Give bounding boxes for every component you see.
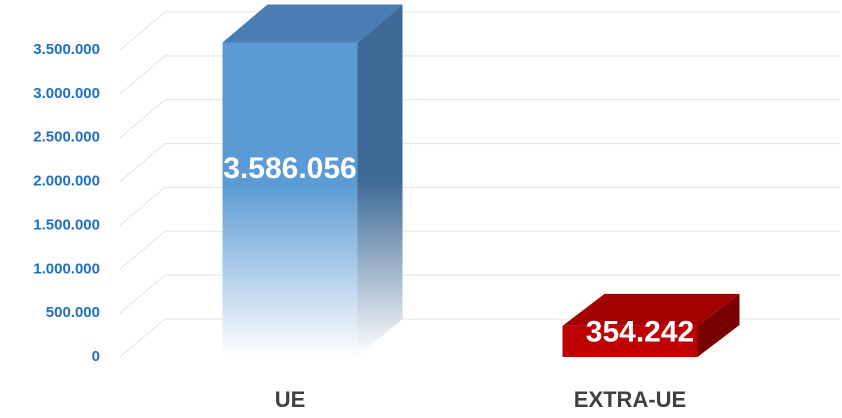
grid-line [119, 143, 166, 182]
y-tick-label: 1.000.000 [33, 260, 100, 277]
bar [562, 325, 698, 357]
grid-line [119, 318, 166, 358]
y-tick-label: 2.500.000 [33, 129, 100, 146]
grid-line [119, 187, 166, 226]
bar-top [562, 293, 740, 326]
x-tick-label: UE [275, 387, 306, 412]
grid-line [119, 230, 166, 270]
x-tick-label: EXTRA-UE [574, 387, 686, 412]
y-tick-label: 2.000.000 [33, 173, 100, 190]
y-tick-label: 500.000 [46, 304, 100, 321]
bar-side [697, 293, 740, 357]
value-label: 3.586.056 [223, 152, 356, 185]
bar-top [222, 4, 403, 43]
y-tick-label: 3.500.000 [33, 41, 100, 58]
grid-line [119, 99, 166, 139]
grid-line [119, 274, 166, 314]
grid-line [119, 55, 166, 95]
bar [222, 42, 358, 357]
value-label: 354.242 [586, 315, 694, 348]
y-tick-label: 3.000.000 [33, 85, 100, 102]
bar-side [357, 4, 403, 357]
grid-line [119, 11, 166, 51]
y-tick-label: 1.500.000 [33, 216, 100, 233]
y-tick-label: 0 [92, 348, 100, 365]
